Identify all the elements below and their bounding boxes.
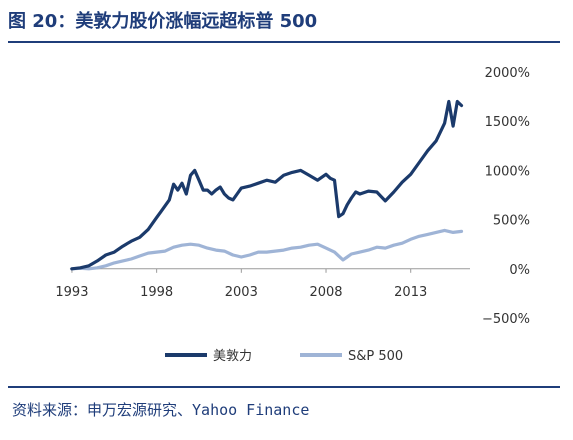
page-title: 图 20：美敦力股价涨幅远超标普 500 bbox=[8, 11, 318, 32]
series-line-sp500 bbox=[70, 228, 464, 271]
source-divider bbox=[8, 386, 560, 388]
legend-item-medtronic-label: 美敦力 bbox=[213, 348, 252, 364]
series-group bbox=[70, 99, 464, 271]
y-tick-label: 1000% bbox=[485, 164, 530, 179]
x-tick-label: 2008 bbox=[309, 285, 342, 300]
y-tick-label: 2000% bbox=[485, 66, 530, 81]
axes bbox=[69, 268, 470, 273]
legend: 美敦力 S&P 500 bbox=[165, 348, 403, 364]
source-note: 资料来源：申万宏源研究、Yahoo Finance bbox=[12, 401, 310, 419]
y-tick-label: −500% bbox=[482, 312, 530, 327]
x-tick-label: 2003 bbox=[225, 285, 258, 300]
x-axis-tick-labels: 1993 1998 2003 2008 2013 bbox=[55, 285, 427, 300]
legend-item-sp500-label: S&P 500 bbox=[348, 349, 403, 364]
title-divider bbox=[8, 41, 560, 43]
y-tick-label: 0% bbox=[509, 263, 530, 278]
series-line-medtronic bbox=[70, 99, 464, 271]
x-tick-label: 1993 bbox=[55, 285, 88, 300]
y-tick-label: 1500% bbox=[485, 115, 530, 130]
x-tick-label: 1998 bbox=[140, 285, 173, 300]
y-tick-label: 500% bbox=[493, 214, 530, 229]
x-tick-label: 2013 bbox=[394, 285, 427, 300]
y-axis-tick-labels: 2000% 1500% 1000% 500% 0% −500% bbox=[482, 66, 530, 327]
